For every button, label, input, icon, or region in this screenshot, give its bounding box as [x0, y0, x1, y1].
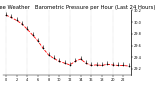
Title: Milwaukee Weather   Barometric Pressure per Hour (Last 24 Hours): Milwaukee Weather Barometric Pressure pe… [0, 5, 156, 10]
